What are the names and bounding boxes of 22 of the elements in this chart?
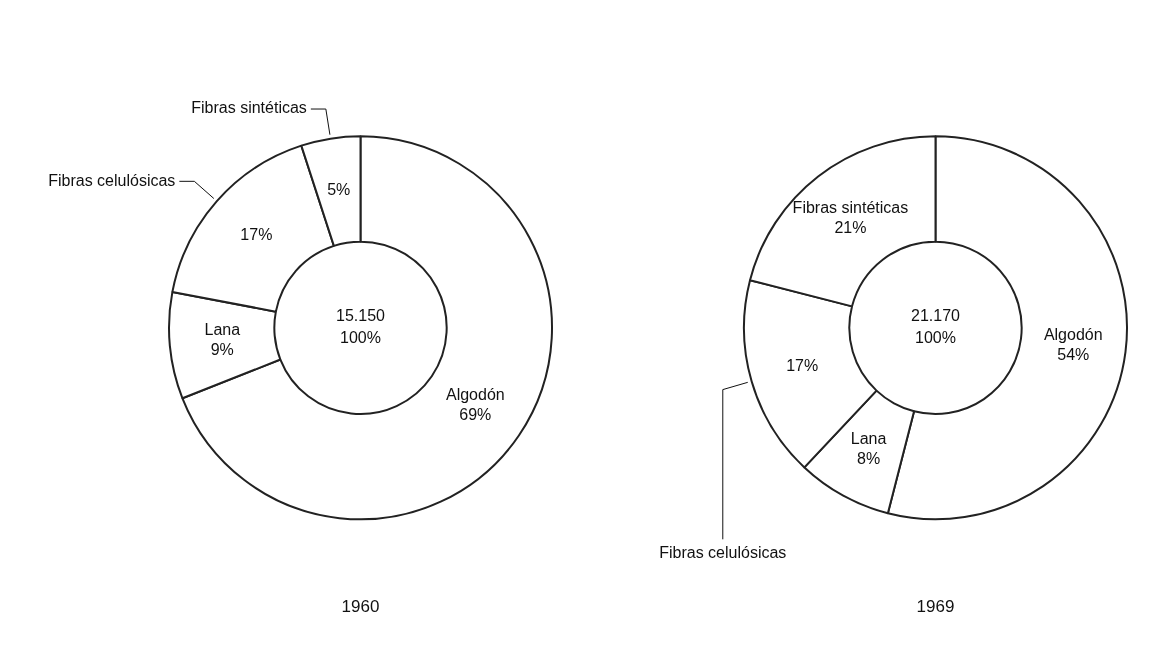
slice-label: Algodón [1043, 325, 1103, 343]
text: 100% [915, 329, 956, 347]
data-label: 54% [1057, 345, 1090, 363]
data-label: 5% [327, 181, 351, 199]
slice-label: Fibras celulósicas [48, 171, 176, 189]
slice-label: Fibras sintéticas [191, 99, 307, 117]
data-label: 8% [857, 449, 881, 467]
data-label: 21% [834, 218, 867, 236]
text: 1960 [341, 597, 380, 617]
data-label: 9% [210, 341, 234, 359]
data-label: 69% [459, 406, 492, 424]
text: 21.170 [911, 307, 961, 325]
slice-label: Algodón [445, 386, 505, 404]
slice-label: Fibras celulósicas [659, 543, 787, 561]
data-label: 17% [240, 226, 273, 244]
slice-label: Lana [204, 321, 241, 339]
text: 1969 [916, 597, 955, 617]
slice-label: Lana [850, 429, 887, 447]
data-label: 17% [786, 356, 819, 374]
slice-label: Fibras sintéticas [792, 198, 909, 216]
text: 15.150 [336, 307, 386, 325]
text: 100% [340, 329, 381, 347]
